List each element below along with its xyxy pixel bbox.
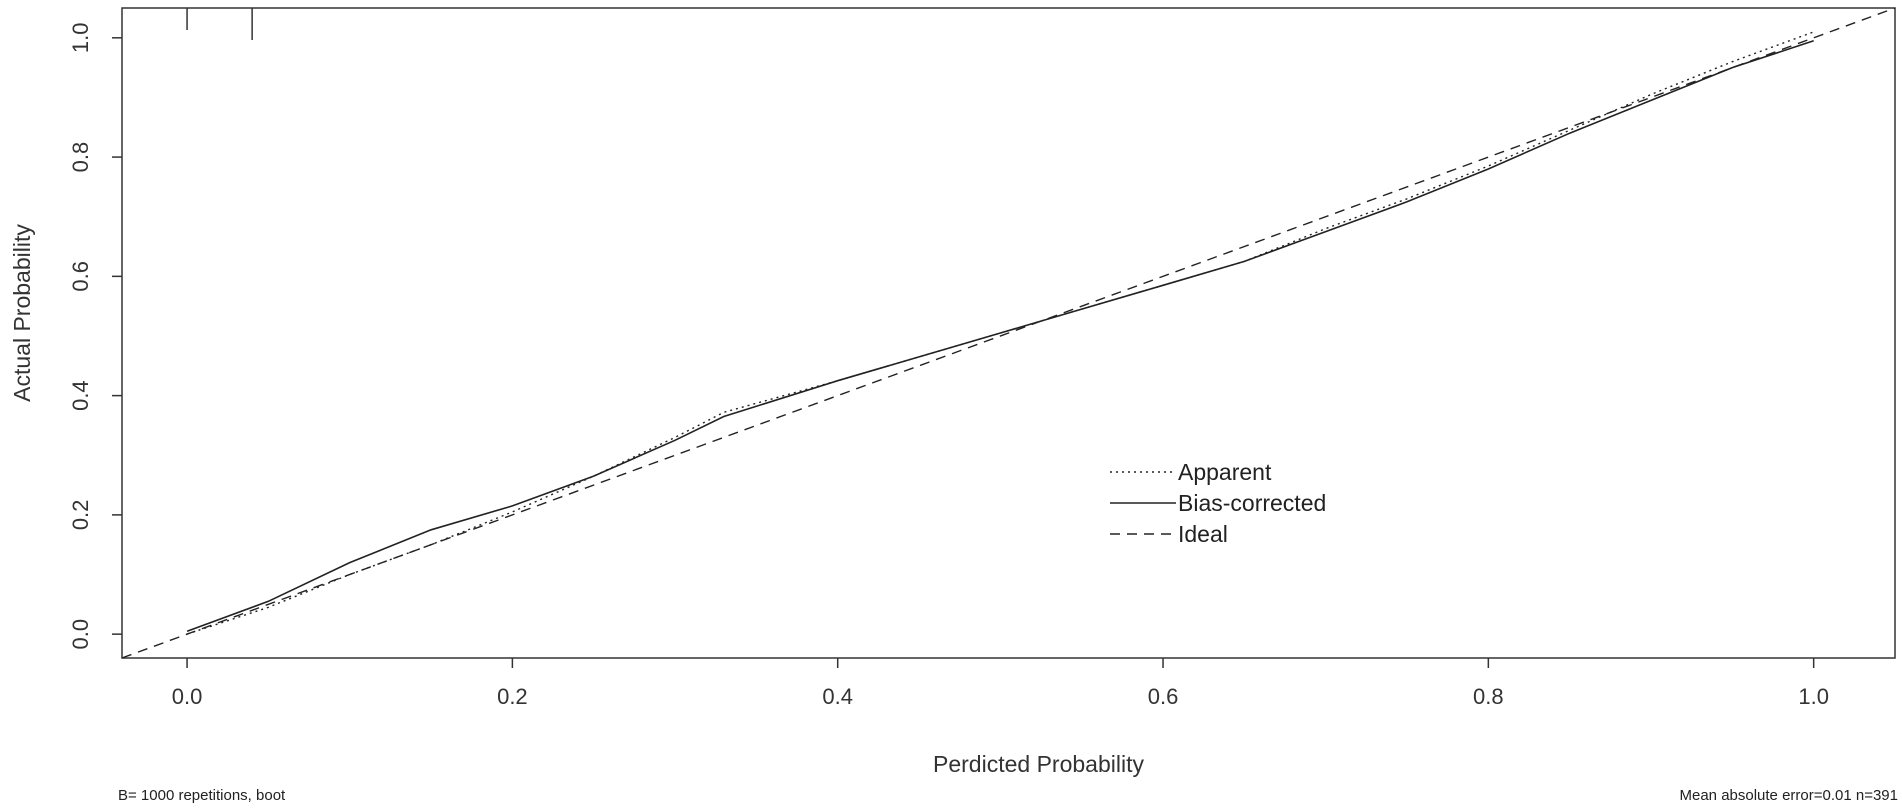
- x-tick-label: 0.2: [497, 684, 528, 709]
- series-line-bias-corrected: [186, 40, 1814, 632]
- y-tick-label: 0.6: [68, 261, 93, 292]
- series-layer: [121, 7, 1896, 659]
- legend-label: Apparent: [1178, 459, 1272, 485]
- x-tick-label: 0.6: [1148, 684, 1179, 709]
- y-tick-label: 0.2: [68, 500, 93, 531]
- series-line-ideal: [121, 7, 1896, 659]
- series-line-apparent: [186, 31, 1814, 635]
- legend-label: Bias-corrected: [1178, 490, 1326, 516]
- y-tick-label: 0.4: [68, 380, 93, 411]
- y-axis-title: Actual Probability: [9, 224, 35, 402]
- y-tick-label: 0.8: [68, 142, 93, 173]
- y-tick-label: 1.0: [68, 23, 93, 54]
- x-axis-title: Perdicted Probability: [933, 751, 1144, 777]
- footnote-mean-absolute-error: Mean absolute error=0.01 n=391: [1680, 787, 1899, 804]
- footnote-repetitions: B= 1000 repetitions, boot: [118, 787, 286, 804]
- x-tick-label: 0.0: [172, 684, 203, 709]
- plot-frame: [121, 7, 1896, 659]
- legend: Apparent Bias-corrected Ideal: [1110, 459, 1326, 547]
- y-axis: 0.0 0.2 0.4 0.6 0.8 1.0: [68, 23, 122, 650]
- rug-marks: [186, 8, 253, 40]
- x-tick-label: 0.8: [1473, 684, 1504, 709]
- x-tick-label: 0.4: [822, 684, 853, 709]
- y-tick-label: 0.0: [68, 619, 93, 650]
- x-axis: 0.0 0.2 0.4 0.6 0.8 1.0: [172, 658, 1829, 709]
- x-tick-label: 1.0: [1798, 684, 1829, 709]
- legend-label: Ideal: [1178, 521, 1228, 547]
